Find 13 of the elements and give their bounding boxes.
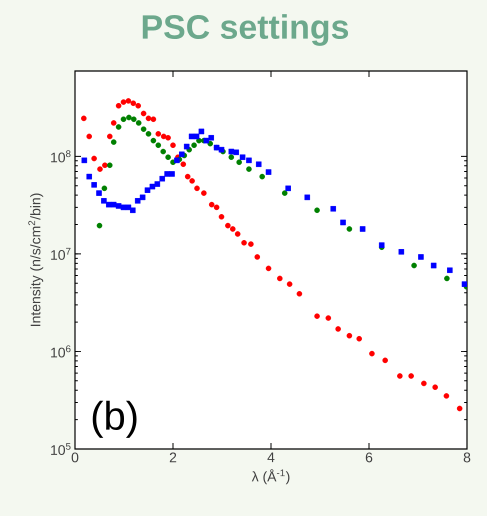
x-tick-label: 4 bbox=[267, 452, 274, 462]
x-tick-label: 6 bbox=[366, 452, 372, 462]
x-axis-title: λ (Å$^{-1}$) bbox=[252, 469, 290, 484]
annotation: (b) bbox=[92, 400, 136, 438]
y-tick-label: 10$^{6}$ bbox=[51, 345, 71, 358]
y-tick-label: 10$^{7}$ bbox=[51, 248, 70, 260]
x-tick-label: 8 bbox=[464, 452, 470, 462]
x-tick-label: 2 bbox=[170, 452, 176, 462]
x-tick-label: 0 bbox=[72, 452, 78, 462]
y-tick-label: 10$^{5}$ bbox=[51, 442, 71, 456]
chart-title: PSC settings bbox=[142, 14, 348, 46]
y-axis-title: Intensity (n/s/cm$^{2}$/bin) bbox=[28, 194, 44, 326]
y-tick-label: 10$^{8}$ bbox=[51, 150, 71, 162]
